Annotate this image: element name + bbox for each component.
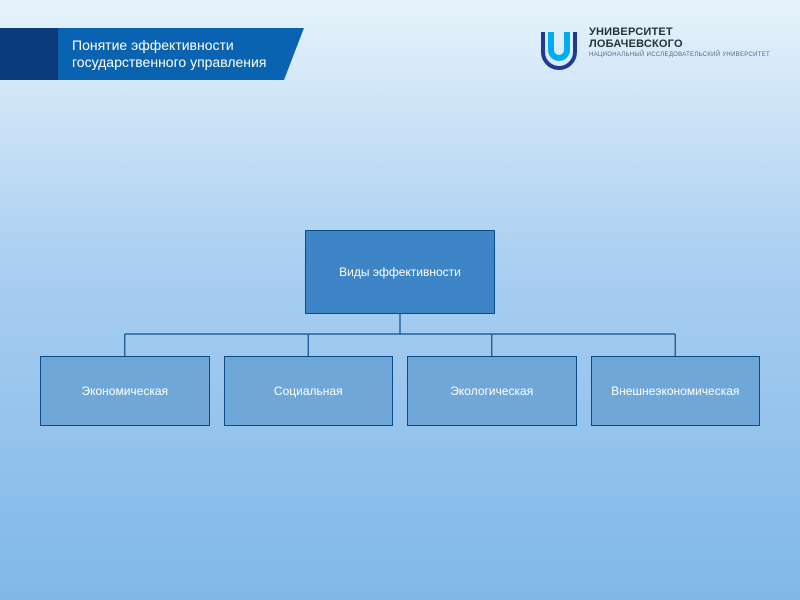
- chart-root-wrap: Виды эффективности: [40, 230, 760, 314]
- chart-child-label: Внешнеэкономическая: [611, 384, 739, 398]
- chart-child-label: Экономическая: [81, 384, 168, 398]
- logo-text: УНИВЕРСИТЕТ ЛОБАЧЕВСКОГО НАЦИОНАЛЬНЫЙ ИС…: [589, 26, 770, 58]
- banner-line-1: Понятие эффективности: [72, 37, 266, 55]
- chart-child-node: Экологическая: [407, 356, 577, 426]
- org-chart: Виды эффективности Экономическая Социаль…: [40, 230, 760, 426]
- chart-child-node: Внешнеэкономическая: [591, 356, 761, 426]
- header-banner: Понятие эффективности государственного у…: [0, 28, 284, 80]
- chart-child-node: Экономическая: [40, 356, 210, 426]
- banner-line-2: государственного управления: [72, 54, 266, 72]
- chart-child-label: Социальная: [274, 384, 343, 398]
- chart-children-wrap: Экономическая Социальная Экологическая В…: [40, 356, 760, 426]
- logo-line-2: ЛОБАЧЕВСКОГО: [589, 38, 770, 50]
- chart-child-label: Экологическая: [450, 384, 533, 398]
- chart-root-label: Виды эффективности: [339, 265, 461, 279]
- logo-line-1: УНИВЕРСИТЕТ: [589, 26, 770, 38]
- logo-subtitle: НАЦИОНАЛЬНЫЙ ИССЛЕДОВАТЕЛЬСКИЙ УНИВЕРСИТ…: [589, 52, 770, 58]
- slide: Понятие эффективности государственного у…: [0, 0, 800, 600]
- chart-root-node: Виды эффективности: [305, 230, 495, 314]
- university-logo-icon: [537, 26, 581, 70]
- banner-main: Понятие эффективности государственного у…: [58, 28, 284, 80]
- logo-block: УНИВЕРСИТЕТ ЛОБАЧЕВСКОГО НАЦИОНАЛЬНЫЙ ИС…: [537, 26, 770, 70]
- chart-child-node: Социальная: [224, 356, 394, 426]
- banner-accent: [0, 28, 58, 80]
